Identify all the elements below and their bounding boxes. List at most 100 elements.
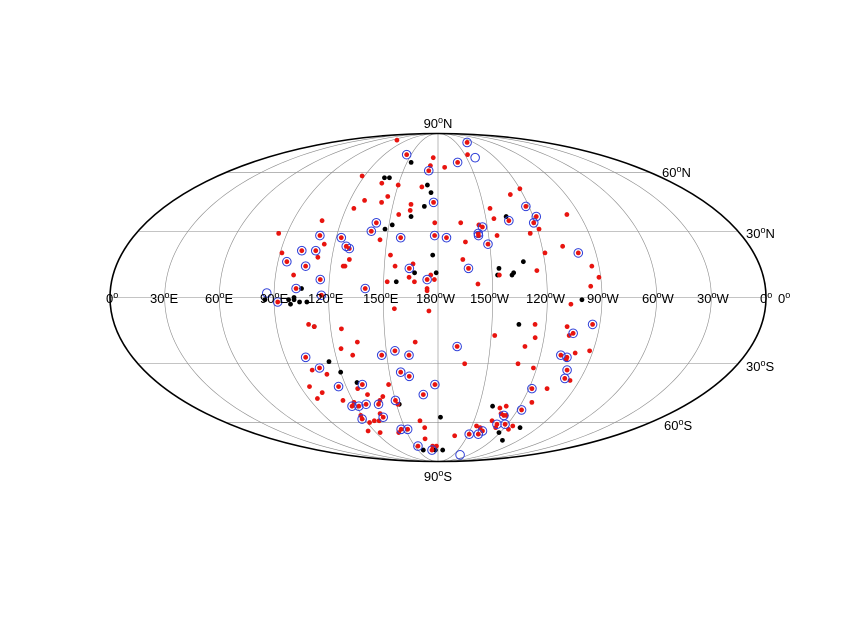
label-lon-90w: 90oW [587, 290, 619, 306]
blue-circle-marker [357, 379, 368, 390]
blue-circle-marker [455, 450, 465, 460]
red-point [475, 431, 481, 437]
red-point [303, 354, 309, 360]
label-lon-180w: 180oW [416, 290, 456, 306]
red-point [293, 286, 299, 291]
red-point [354, 339, 360, 345]
red-point [338, 235, 344, 241]
blue-circle-marker [428, 197, 439, 208]
black-point [438, 414, 443, 420]
red-point [519, 407, 524, 413]
red-point [398, 235, 404, 241]
blue-circle-marker [344, 243, 355, 254]
black-point [262, 297, 268, 303]
red-point [321, 241, 327, 247]
red-point [464, 140, 470, 145]
red-point [431, 199, 436, 205]
red-point [359, 416, 365, 422]
red-point [420, 392, 426, 397]
blue-circle-marker [272, 297, 283, 307]
red-point [517, 186, 523, 192]
blue-circle-marker [390, 346, 400, 356]
blue-circle-marker [300, 352, 311, 363]
label-lat-60s: 60oS [664, 417, 692, 433]
blue-circle-marker [404, 350, 414, 360]
black-point [496, 265, 502, 271]
red-point [460, 257, 466, 262]
red-point [515, 361, 521, 367]
red-point [407, 208, 413, 213]
red-point [502, 421, 508, 427]
red-point [284, 259, 290, 265]
red-point [523, 203, 529, 209]
red-point [379, 352, 385, 358]
blue-circle-marker [390, 395, 401, 406]
blue-circle-marker [422, 274, 432, 285]
red-point [544, 386, 550, 392]
red-point [395, 182, 401, 188]
red-point [458, 220, 464, 226]
red-point [380, 394, 386, 399]
red-point [494, 233, 500, 238]
label-lon-60e: 60oE [205, 290, 233, 306]
blue-circle-marker [376, 350, 387, 360]
label-lon-120e: 120oE [308, 290, 344, 306]
red-point [507, 192, 513, 197]
red-point [424, 288, 430, 294]
label-lat-0-right: 0o [778, 290, 790, 306]
red-point [487, 205, 493, 211]
blue-circle-marker [464, 429, 475, 439]
label-lon-30w: 30oW [697, 290, 729, 306]
red-point [536, 226, 542, 232]
map-outline [109, 132, 767, 463]
black-point [387, 175, 392, 181]
blue-circle-marker [568, 328, 578, 339]
label-lon-0-left: 0o [106, 290, 118, 306]
red-point [319, 390, 325, 396]
red-point [570, 330, 576, 336]
red-point [388, 252, 393, 258]
blue-circle-marker [418, 389, 429, 400]
red-point [406, 274, 412, 280]
black-point [579, 297, 585, 303]
red-point [480, 428, 485, 434]
red-point [291, 272, 296, 278]
label-lon-60w: 60oW [642, 290, 674, 306]
red-point [480, 224, 485, 230]
red-point [568, 301, 574, 307]
red-point [279, 250, 285, 256]
red-point [406, 352, 412, 358]
red-point [572, 350, 578, 356]
red-point [380, 414, 386, 420]
red-point [429, 447, 435, 453]
blue-circle-marker [296, 245, 307, 256]
red-point [474, 423, 479, 429]
blue-circle-marker [314, 363, 325, 373]
red-point [564, 324, 570, 330]
red-point [422, 436, 428, 442]
red-point [426, 168, 432, 174]
red-point [452, 433, 458, 439]
red-point [558, 352, 564, 358]
red-point [494, 421, 500, 427]
red-point [522, 344, 528, 349]
red-point [492, 333, 498, 338]
red-point [408, 201, 414, 207]
black-point [420, 447, 426, 453]
label-lon-150e: 150oE [363, 290, 399, 306]
red-point [377, 237, 383, 243]
red-point [317, 365, 322, 371]
blue-circle-marker [315, 230, 325, 241]
blue-circle-marker [516, 405, 527, 415]
red-point [398, 426, 404, 432]
red-point [391, 306, 397, 312]
red-point [406, 373, 412, 379]
red-point [534, 268, 540, 273]
red-point [362, 286, 368, 291]
red-point [529, 386, 535, 392]
blue-circle-marker [531, 211, 542, 222]
blue-circle-marker [354, 401, 364, 411]
black-point [408, 160, 414, 165]
red-point [442, 164, 448, 170]
blue-circle-marker [341, 241, 352, 252]
